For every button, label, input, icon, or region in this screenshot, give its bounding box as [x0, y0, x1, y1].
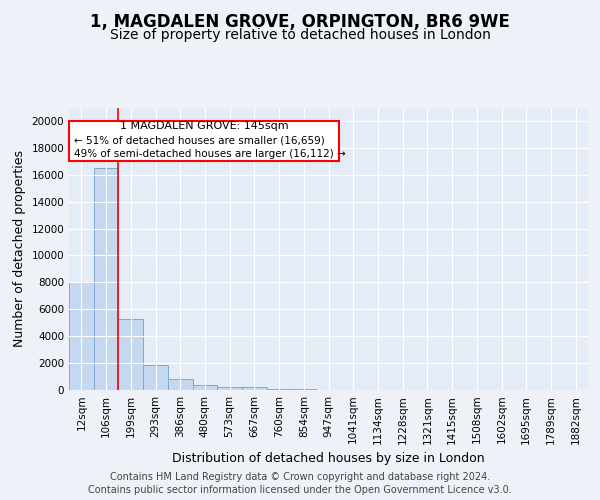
Bar: [118, 318, 143, 390]
X-axis label: Distribution of detached houses by size in London: Distribution of detached houses by size …: [172, 452, 485, 465]
Bar: [143, 365, 168, 390]
Text: Contains HM Land Registry data © Crown copyright and database right 2024.: Contains HM Land Registry data © Crown c…: [110, 472, 490, 482]
Text: 1 MAGDALEN GROVE: 145sqm: 1 MAGDALEN GROVE: 145sqm: [119, 121, 288, 131]
Text: Contains public sector information licensed under the Open Government Licence v3: Contains public sector information licen…: [88, 485, 512, 495]
Text: Size of property relative to detached houses in London: Size of property relative to detached ho…: [110, 28, 490, 42]
Bar: [217, 388, 242, 390]
Bar: [242, 388, 267, 390]
Bar: [69, 282, 94, 390]
Text: 1, MAGDALEN GROVE, ORPINGTON, BR6 9WE: 1, MAGDALEN GROVE, ORPINGTON, BR6 9WE: [90, 12, 510, 30]
Y-axis label: Number of detached properties: Number of detached properties: [13, 150, 26, 348]
Bar: [193, 386, 217, 390]
Bar: [168, 379, 193, 390]
Bar: [94, 168, 118, 390]
Text: ← 51% of detached houses are smaller (16,659): ← 51% of detached houses are smaller (16…: [74, 136, 325, 145]
Text: 49% of semi-detached houses are larger (16,112) →: 49% of semi-detached houses are larger (…: [74, 149, 346, 159]
